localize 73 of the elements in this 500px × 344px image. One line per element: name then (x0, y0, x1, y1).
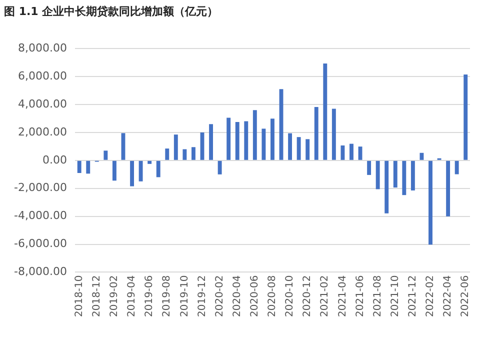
bar (112, 160, 116, 181)
bar (182, 149, 187, 160)
bar (464, 74, 468, 160)
x-tick-label: 2020-04 (232, 275, 243, 318)
bar (314, 107, 318, 160)
bar (235, 122, 240, 160)
bar (350, 144, 354, 160)
bar (226, 118, 231, 160)
bar (191, 147, 196, 160)
x-tick-label: 2022-06 (460, 275, 472, 318)
y-tick-label: -6,000.00 (14, 237, 67, 250)
bar (384, 160, 389, 214)
x-tick-label: 2020-10 (284, 275, 296, 318)
bar (393, 160, 398, 188)
x-tick-label: 2019-08 (162, 275, 173, 318)
x-tick-label: 2020-02 (214, 275, 226, 318)
x-tick-label: 2021-06 (354, 275, 366, 318)
x-tick-label: 2020-08 (267, 275, 278, 318)
bar (402, 160, 406, 196)
x-tick-label: 2019-10 (179, 275, 190, 318)
bar (156, 160, 160, 178)
bar (367, 160, 372, 175)
bar (306, 139, 310, 160)
y-tick-label: 4,000.00 (18, 97, 67, 110)
bar (410, 160, 415, 190)
bar (262, 128, 266, 160)
bar (244, 121, 248, 160)
bar (104, 150, 108, 160)
x-tick-label: 2019-04 (126, 275, 138, 318)
bar (86, 160, 90, 174)
bar (296, 137, 301, 160)
x-tick-label: 2021-10 (390, 275, 401, 318)
x-tick-label: 2019-06 (144, 275, 156, 318)
y-tick-label: -8,000.00 (14, 265, 67, 278)
bar (376, 160, 380, 190)
bar (288, 133, 292, 160)
bar (323, 64, 328, 160)
y-tick-label: 6,000.00 (18, 69, 67, 82)
bar (420, 152, 424, 160)
bar (454, 160, 459, 174)
x-tick-label: 2021-04 (337, 275, 348, 318)
x-tick-label: 2021-12 (408, 275, 419, 318)
y-tick-label: 2,000.00 (18, 125, 67, 138)
x-tick-label: 2018-10 (74, 275, 85, 318)
y-tick-label: 8,000.00 (18, 41, 67, 54)
x-tick-label: 2020-06 (250, 275, 261, 318)
x-tick-label: 2022-02 (425, 275, 436, 318)
chart-title: 图 1.1 企业中长期贷款同比增加额（亿元） (4, 4, 218, 19)
bar (130, 160, 134, 186)
x-tick-label: 2019-12 (196, 275, 208, 318)
bar (165, 148, 170, 160)
x-tick-label: 2021-08 (372, 275, 384, 318)
bar (332, 108, 336, 160)
bar (428, 160, 432, 245)
bar (138, 160, 143, 182)
bar (358, 146, 362, 160)
x-tick-label: 2022-04 (442, 275, 454, 318)
bar (446, 160, 450, 216)
bar (174, 134, 178, 160)
bar (77, 160, 82, 173)
bar (209, 124, 213, 160)
x-tick-label: 2018-12 (91, 275, 102, 318)
bar (270, 118, 274, 160)
bar (148, 160, 152, 164)
y-tick-label: -2,000.00 (14, 181, 67, 194)
x-tick-label: 2020-12 (302, 275, 314, 318)
bar (252, 110, 257, 160)
y-tick-label: -4,000.00 (14, 209, 67, 222)
bar (340, 145, 345, 160)
y-tick-label: 0.00 (42, 153, 67, 166)
bar (218, 160, 222, 174)
x-tick-label: 2021-02 (320, 275, 331, 318)
x-tick-label: 2019-02 (109, 275, 120, 318)
